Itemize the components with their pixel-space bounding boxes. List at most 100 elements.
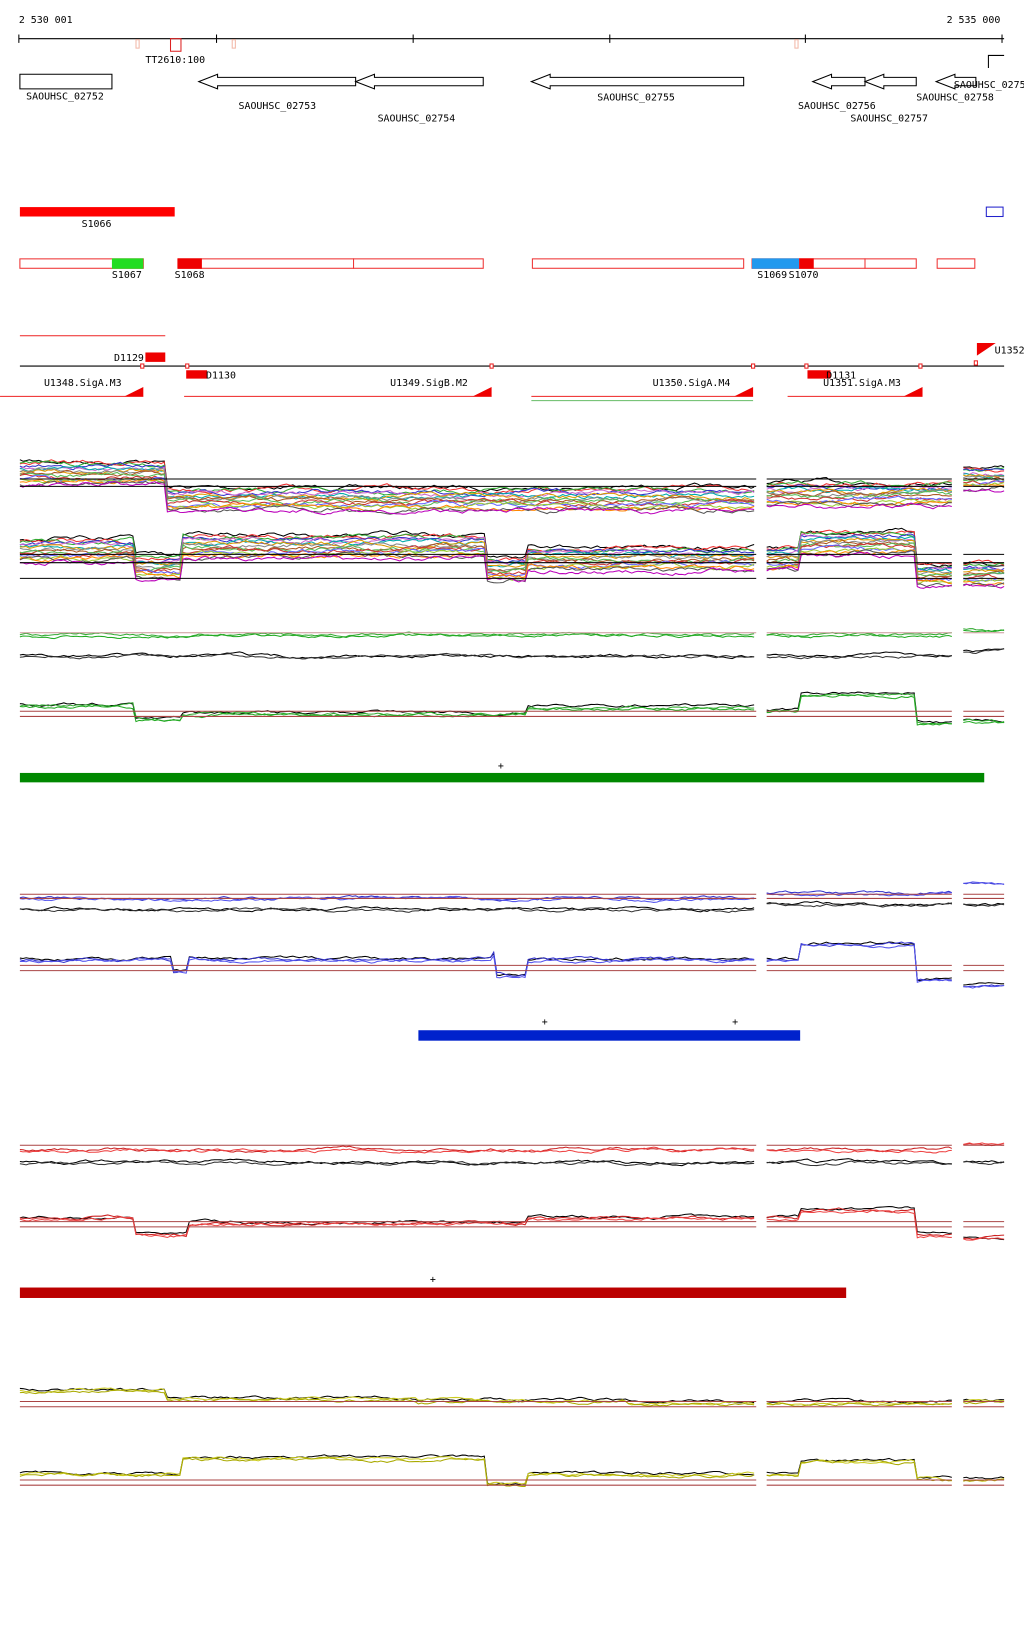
expression-line (766, 500, 952, 507)
expression-line (963, 572, 1005, 577)
segment-label: S1068 (175, 270, 205, 281)
expression-line (963, 465, 1005, 470)
plus-marker: + (498, 761, 504, 772)
marker-box (169, 38, 182, 52)
feature-label: D1129 (114, 353, 144, 364)
marker-label: TT2610:100 (145, 55, 205, 66)
ruler-start: 2 530 001 (19, 15, 73, 26)
feature-label: U1348.SigA.M3 (44, 378, 122, 389)
plus-marker: + (430, 1274, 436, 1285)
segment (19, 207, 175, 217)
tick (973, 360, 978, 366)
expression-line (766, 544, 953, 582)
expression-line (19, 907, 755, 914)
expression-line (19, 951, 755, 977)
tick (489, 363, 494, 369)
expression-line (963, 902, 1005, 907)
expression-line (19, 1456, 755, 1485)
expression-line (963, 1160, 1005, 1166)
expression-line (19, 530, 755, 559)
expression-line (766, 1459, 952, 1482)
gene-arrow (354, 73, 484, 90)
gene-label: SAOUHSC_0275 (954, 80, 1024, 91)
expression-line (963, 903, 1005, 907)
expression-line (766, 1209, 952, 1239)
expression-line (19, 481, 755, 516)
plus-marker: + (732, 1017, 738, 1028)
expression-line (963, 984, 1005, 989)
expression-line (19, 473, 755, 508)
expression-line (19, 652, 755, 660)
expression-line (963, 476, 1005, 483)
segment-outline (531, 258, 745, 269)
feature-label: U1352 (995, 346, 1024, 357)
expression-line (766, 551, 952, 589)
ruler-marker (794, 39, 799, 49)
expression-line (766, 542, 953, 577)
gene-arrow (934, 73, 977, 90)
segment-label: S1066 (82, 219, 112, 230)
tss-marker (472, 386, 492, 397)
plus-marker: + (542, 1017, 548, 1028)
expression-line (19, 1146, 755, 1154)
expression-line (19, 474, 755, 510)
expression-line (19, 552, 755, 579)
feature-label: D1130 (206, 371, 236, 382)
segment-label: S1070 (789, 270, 819, 281)
expression-line (19, 1216, 755, 1238)
expression-line (963, 648, 1005, 655)
expression-line (19, 478, 755, 512)
feature-label: U1349.SigB.M2 (390, 378, 468, 389)
gene-arrow (863, 73, 917, 90)
feature-label: U1350.SigA.M4 (653, 378, 731, 389)
segment (752, 258, 800, 269)
expression-line (19, 954, 755, 979)
expression-line (766, 941, 952, 982)
expression-line (766, 943, 952, 984)
gene-arrow (987, 54, 1005, 68)
cluster-bar (19, 772, 985, 783)
expression-line (963, 468, 1005, 472)
expression-line (766, 490, 952, 497)
expression-line (963, 720, 1005, 724)
expression-line (19, 950, 755, 977)
segment (799, 258, 814, 269)
tick (918, 363, 923, 369)
segment (177, 258, 202, 269)
expression-line (766, 500, 952, 507)
expression-line (766, 539, 953, 576)
gene-label: SAOUHSC_02758 (916, 92, 994, 103)
ruler-marker (135, 39, 140, 49)
segment-outline (177, 258, 484, 269)
feature-label: D1131 (826, 371, 856, 382)
gene-label: SAOUHSC_02752 (26, 91, 104, 102)
expression-line (766, 691, 952, 724)
expression-line (766, 1160, 952, 1167)
gene-label: SAOUHSC_02754 (378, 113, 456, 124)
expression-line (963, 569, 1005, 573)
expression-line (19, 1145, 755, 1153)
expression-line (963, 629, 1005, 633)
expression-line (766, 1149, 952, 1154)
expression-line (766, 502, 952, 510)
expression-line (19, 1389, 755, 1407)
expression-line (766, 494, 952, 502)
expression-line (766, 900, 952, 907)
expression-line (766, 651, 952, 658)
expression-line (19, 705, 755, 723)
tss-marker (976, 343, 996, 356)
segment (111, 258, 144, 269)
expression-line (19, 702, 755, 722)
tick (140, 363, 145, 369)
segment-label: S1069 (757, 270, 787, 281)
expression-line (19, 544, 755, 576)
expression-line (19, 469, 755, 506)
gene-label: SAOUHSC_02753 (238, 101, 316, 112)
expression-line (963, 1234, 1005, 1240)
expression-line (963, 1476, 1005, 1480)
gene-label: SAOUHSC_02755 (597, 92, 675, 103)
ruler-end: 2 535 000 (947, 15, 1001, 26)
expression-line (766, 890, 953, 896)
expression-line (19, 538, 755, 568)
gene-arrow (197, 73, 357, 90)
